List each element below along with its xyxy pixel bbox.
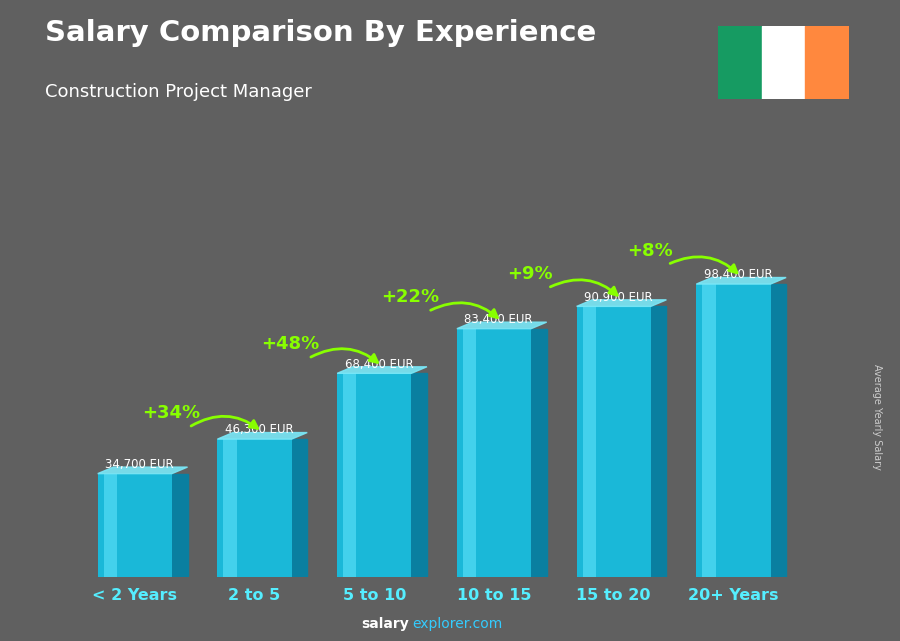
Bar xyxy=(463,329,476,577)
Text: explorer.com: explorer.com xyxy=(412,617,502,631)
Text: 98,400 EUR: 98,400 EUR xyxy=(704,269,772,281)
Bar xyxy=(218,439,292,577)
Bar xyxy=(457,329,531,577)
Text: 46,300 EUR: 46,300 EUR xyxy=(225,424,293,437)
Polygon shape xyxy=(172,474,187,577)
Bar xyxy=(718,26,761,99)
Bar xyxy=(104,474,117,577)
Bar xyxy=(343,373,356,577)
Bar xyxy=(697,284,770,577)
Bar xyxy=(98,474,172,577)
Polygon shape xyxy=(411,373,427,577)
Text: +48%: +48% xyxy=(261,335,320,353)
Polygon shape xyxy=(218,433,307,439)
Polygon shape xyxy=(697,278,786,284)
Text: +22%: +22% xyxy=(381,288,439,306)
Text: 34,700 EUR: 34,700 EUR xyxy=(105,458,174,471)
Bar xyxy=(338,373,411,577)
Text: Salary Comparison By Experience: Salary Comparison By Experience xyxy=(45,19,596,47)
Text: 68,400 EUR: 68,400 EUR xyxy=(345,358,413,370)
Bar xyxy=(223,439,237,577)
Text: +34%: +34% xyxy=(141,404,200,422)
Text: 83,400 EUR: 83,400 EUR xyxy=(464,313,533,326)
Polygon shape xyxy=(531,329,546,577)
Bar xyxy=(806,26,849,99)
Bar xyxy=(577,306,651,577)
Bar xyxy=(761,26,806,99)
Polygon shape xyxy=(292,439,307,577)
Polygon shape xyxy=(651,306,666,577)
Polygon shape xyxy=(338,367,427,373)
Polygon shape xyxy=(770,284,786,577)
Polygon shape xyxy=(457,322,546,329)
Polygon shape xyxy=(98,467,187,474)
Text: +8%: +8% xyxy=(626,242,672,260)
Polygon shape xyxy=(577,300,666,306)
Text: 90,900 EUR: 90,900 EUR xyxy=(584,291,652,304)
Text: salary: salary xyxy=(362,617,410,631)
Bar xyxy=(582,306,596,577)
Text: +9%: +9% xyxy=(507,265,553,283)
Text: Construction Project Manager: Construction Project Manager xyxy=(45,83,312,101)
Text: Average Yearly Salary: Average Yearly Salary xyxy=(872,363,883,470)
Bar xyxy=(702,284,716,577)
